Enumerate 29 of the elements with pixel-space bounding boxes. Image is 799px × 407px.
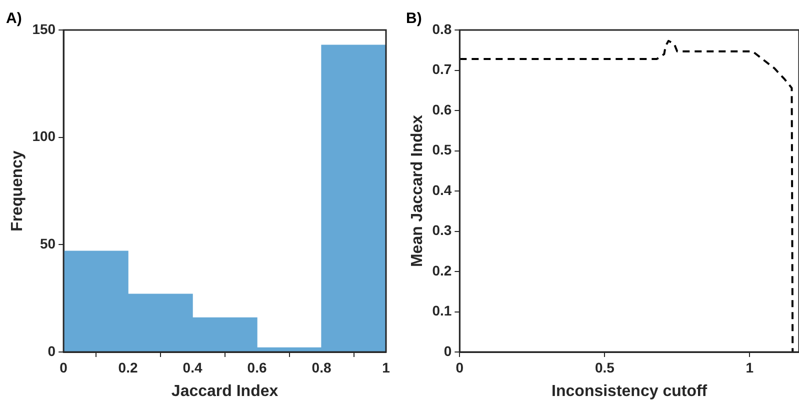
x-tick-label: 1: [382, 359, 390, 376]
x-axis-title: Jaccard Index: [171, 382, 278, 400]
y-tick-label: 50: [40, 236, 56, 252]
chart-title: B): [406, 10, 422, 28]
y-tick-label: 150: [32, 20, 56, 37]
x-tick-label: 0: [60, 359, 68, 376]
y-tick-label: 0.1: [432, 302, 452, 319]
y-tick-label: 0.2: [432, 262, 452, 278]
y-tick-label: 0.3: [432, 222, 452, 238]
x-tick-label: 0.6: [247, 359, 267, 376]
x-tick-label: 0.4: [182, 359, 202, 376]
x-tick-label: 0.8: [312, 359, 332, 376]
y-axis-title: Mean Jaccard Index: [409, 114, 426, 268]
y-tick-label: 100: [32, 128, 56, 144]
y-tick-label: 0.6: [432, 101, 452, 118]
chart-title: A): [6, 10, 22, 28]
y-tick-label: 0.5: [432, 142, 452, 158]
y-tick-label: 0.7: [432, 61, 452, 78]
x-tick-label: 1: [746, 359, 754, 376]
x-tick-label: 0: [456, 359, 464, 376]
x-tick-label: 0.2: [118, 359, 138, 376]
y-tick-label: 0.4: [432, 182, 452, 198]
x-tick-label: 0.5: [594, 359, 615, 376]
y-axis-title: Frequency: [9, 150, 26, 232]
line-series: [460, 40, 794, 352]
y-tick-label: 0: [444, 342, 452, 359]
y-tick-label: 0: [48, 342, 56, 359]
x-axis-title: Inconsistency cutoff: [552, 382, 708, 400]
y-tick-label: 0.8: [432, 20, 452, 37]
